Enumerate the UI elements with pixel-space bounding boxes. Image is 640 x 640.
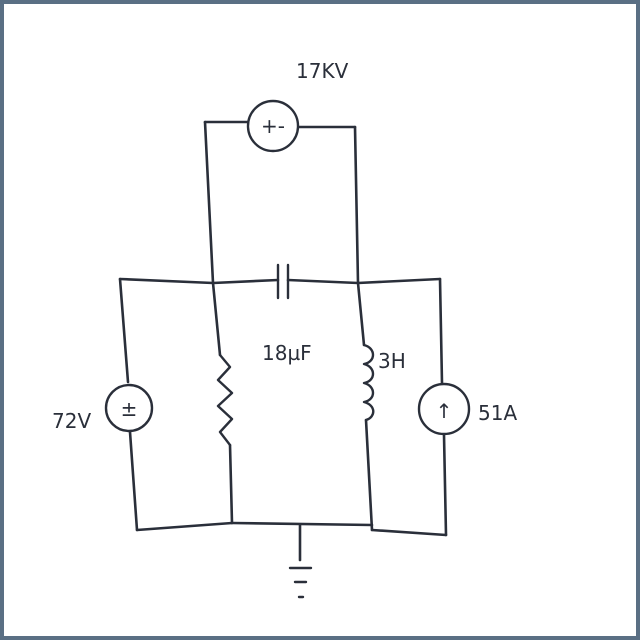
- resistor-branch: [211, 281, 234, 525]
- ac-source-label: 17KV: [296, 59, 349, 83]
- current-arrow-icon: ↑: [436, 399, 453, 423]
- top-branch-wires: [203, 120, 360, 285]
- resistor: [216, 353, 234, 447]
- inductor-label: 3H: [378, 349, 406, 373]
- capacitor-label: 18µF: [262, 341, 312, 365]
- current-source-circle: [417, 382, 471, 436]
- bottom-wires: [230, 521, 374, 562]
- dc-source-sign: ±: [121, 397, 138, 421]
- inductor-coil: [362, 343, 375, 422]
- voltage-source-label: 72V: [52, 409, 91, 433]
- ac-voltage-source: +-: [246, 99, 300, 153]
- dc-voltage-source: ±: [104, 383, 154, 433]
- right-branch-wires: [370, 277, 448, 537]
- left-branch-wires: [118, 277, 234, 532]
- dc-source-circle: [104, 383, 154, 433]
- capacitor: [276, 263, 290, 300]
- ac-source-circle: [246, 99, 300, 153]
- middle-wires: [118, 277, 442, 285]
- ground-symbol: [288, 566, 313, 599]
- current-source-label: 51A: [478, 401, 517, 425]
- current-source: ↑: [417, 382, 471, 436]
- ac-source-sign: +-: [261, 114, 285, 138]
- inductor-branch: [356, 281, 375, 532]
